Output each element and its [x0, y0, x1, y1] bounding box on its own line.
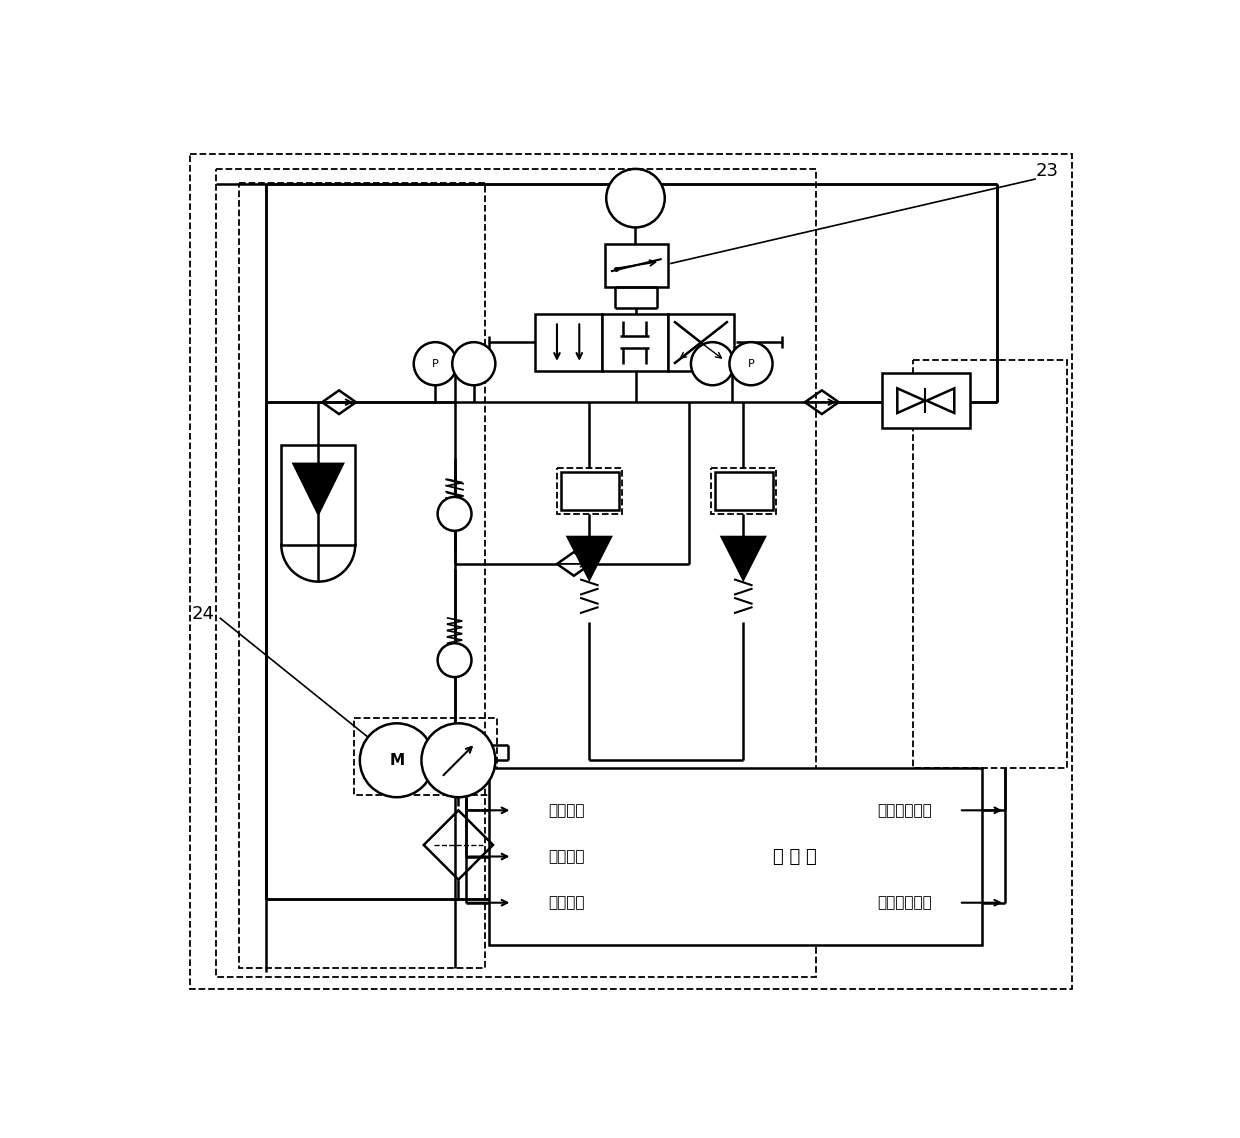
Bar: [216, 168, 816, 978]
Bar: [711, 468, 776, 514]
Text: M: M: [389, 752, 404, 768]
Circle shape: [438, 497, 471, 530]
Text: P: P: [432, 358, 439, 369]
Circle shape: [438, 643, 471, 677]
Bar: [714, 471, 773, 510]
Bar: [557, 468, 622, 514]
Bar: [560, 471, 619, 510]
Polygon shape: [294, 464, 343, 514]
Text: P: P: [748, 358, 754, 369]
Bar: [490, 768, 982, 945]
Bar: [536, 314, 601, 371]
Circle shape: [414, 343, 456, 386]
Bar: [668, 314, 734, 371]
Circle shape: [691, 343, 734, 386]
Polygon shape: [568, 537, 611, 579]
Text: 输入压力: 输入压力: [548, 802, 584, 818]
Text: 24: 24: [191, 605, 215, 622]
Circle shape: [360, 724, 434, 798]
Circle shape: [729, 343, 773, 386]
Bar: [605, 245, 668, 287]
Bar: [355, 718, 497, 795]
Text: 活塞位移: 活塞位移: [548, 849, 584, 864]
Bar: [882, 373, 971, 428]
Text: 卸荷压力信号: 卸荷压力信号: [878, 802, 932, 818]
Circle shape: [606, 168, 665, 228]
Bar: [913, 360, 1066, 768]
Circle shape: [422, 724, 495, 798]
Circle shape: [453, 343, 495, 386]
Text: 工作压力信号: 工作压力信号: [878, 896, 932, 910]
Text: 输出压力: 输出压力: [548, 896, 584, 910]
Bar: [601, 314, 668, 371]
Text: 控 制 器: 控 制 器: [773, 848, 817, 866]
Text: 23: 23: [1035, 163, 1059, 180]
Bar: [281, 445, 355, 545]
Polygon shape: [722, 537, 765, 579]
Bar: [239, 183, 485, 968]
